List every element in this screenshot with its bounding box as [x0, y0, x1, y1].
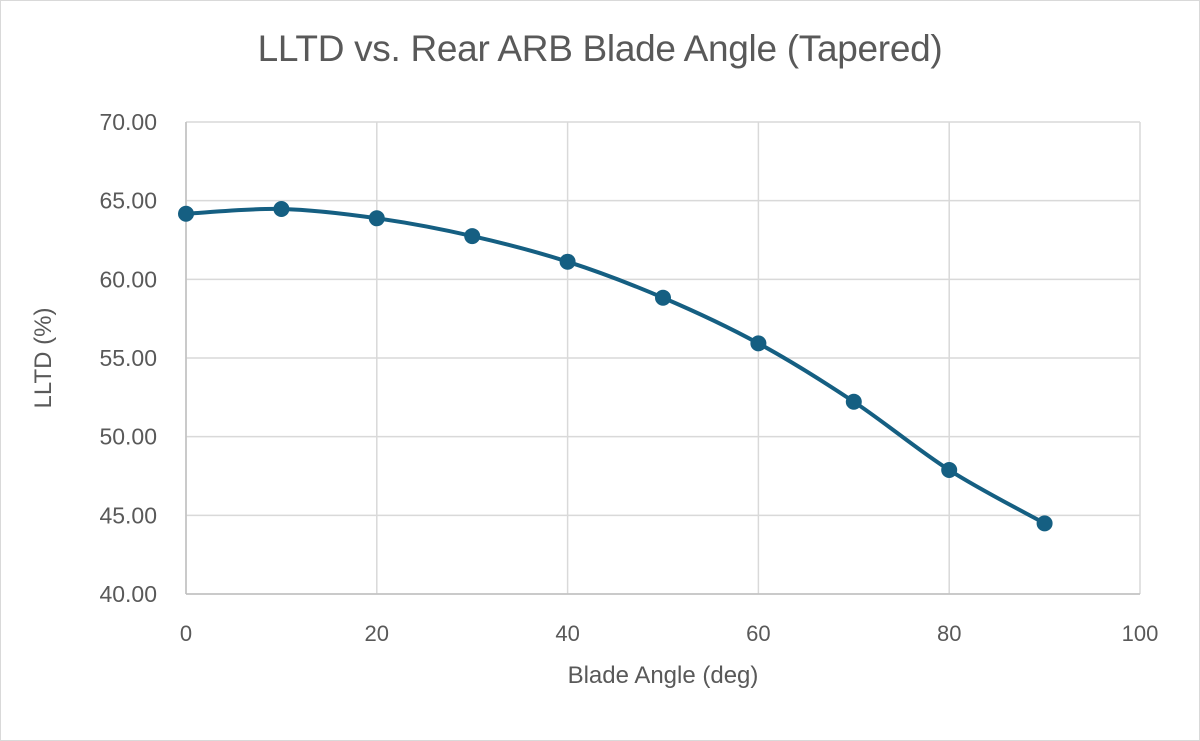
data-point-marker	[845, 393, 862, 410]
y-tick-label: 50.00	[99, 424, 157, 450]
gridlines	[185, 121, 1141, 595]
data-markers	[178, 201, 1053, 532]
y-tick-label: 65.00	[99, 188, 157, 214]
y-tick-label: 55.00	[99, 345, 157, 371]
data-point-marker	[464, 228, 481, 245]
data-point-marker	[559, 253, 576, 270]
data-point-marker	[368, 210, 385, 227]
y-tick-label: 60.00	[99, 266, 157, 292]
x-tick-label: 20	[365, 621, 389, 646]
data-point-marker	[941, 462, 958, 479]
x-tick-label: 60	[746, 621, 770, 646]
y-tick-label: 70.00	[99, 109, 157, 135]
x-axis-label: Blade Angle (deg)	[567, 662, 759, 689]
data-point-marker	[655, 289, 671, 306]
x-tick-label: 80	[937, 621, 961, 646]
x-tick-label: 100	[1122, 621, 1159, 646]
y-axis-ticks: 40.00 45.00 50.00 55.00 60.00 65.00 70.00	[99, 109, 157, 607]
x-tick-label: 0	[180, 621, 192, 646]
data-point-marker	[1036, 515, 1053, 532]
data-point-marker	[750, 335, 767, 352]
chart-title: LLTD vs. Rear ARB Blade Angle (Tapered)	[257, 28, 943, 69]
x-axis-ticks: 0 20 40 60 80 100	[180, 621, 1158, 646]
y-tick-label: 40.00	[99, 581, 157, 607]
x-tick-label: 40	[555, 621, 579, 646]
data-series-line	[184, 206, 1047, 526]
data-point-marker	[273, 201, 290, 218]
data-point-marker	[178, 205, 194, 222]
y-tick-label: 45.00	[99, 502, 157, 528]
